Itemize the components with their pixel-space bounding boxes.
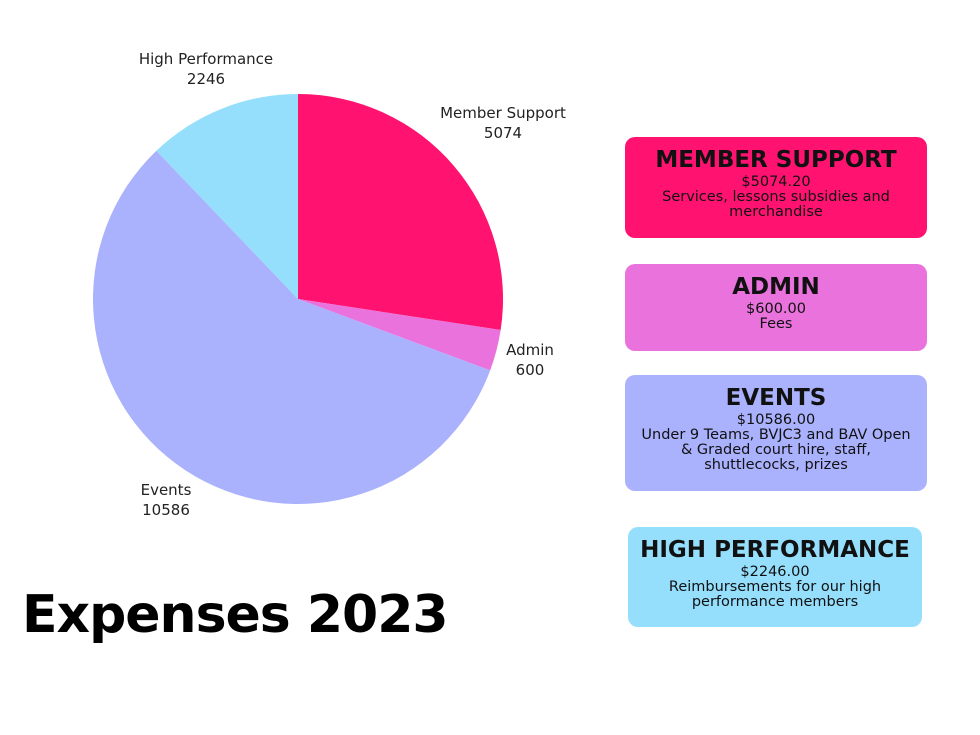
slice-value-admin: 600: [516, 361, 545, 379]
card-title: MEMBER SUPPORT: [655, 147, 897, 173]
chart-title: Expenses 2023: [22, 585, 449, 645]
slice-value-member-support: 5074: [484, 124, 522, 142]
card-description: Reimbursements for our high performance …: [668, 579, 882, 610]
slice-label-member-support: Member Support: [440, 104, 566, 122]
card-amount: $10586.00: [736, 412, 816, 428]
member-support-card: MEMBER SUPPORT $5074.20 Services, lesson…: [625, 137, 927, 238]
slice-label-admin: Admin: [506, 341, 554, 359]
card-description: Services, lessons subsidies and merchand…: [662, 189, 890, 220]
card-amount: $600.00: [746, 301, 806, 317]
events-card: EVENTS $10586.00 Under 9 Teams, BVJC3 an…: [625, 375, 927, 491]
slice-label-high-performance: High Performance: [139, 50, 273, 68]
pie-slice-events: [92, 150, 491, 504]
slice-value-events: 10586: [142, 501, 190, 519]
slice-value-high-performance: 2246: [187, 70, 225, 88]
card-title: ADMIN: [732, 274, 820, 300]
card-description: Fees: [759, 316, 793, 332]
pie-slice-high-performance: [156, 94, 298, 299]
pie-slice-admin: [298, 299, 501, 371]
high-performance-card: HIGH PERFORMANCE $2246.00 Reimbursements…: [628, 527, 922, 627]
pie-slice-member-support: [298, 94, 504, 331]
slice-label-events: Events: [141, 481, 192, 499]
card-description: Under 9 Teams, BVJC3 and BAV Open & Grad…: [641, 427, 911, 473]
card-amount: $2246.00: [740, 564, 810, 580]
card-title: HIGH PERFORMANCE: [640, 537, 910, 563]
expenses-pie-chart: Member Support 5074 Admin 600 Events 10586 Hig…: [92, 50, 566, 519]
admin-card: ADMIN $600.00 Fees: [625, 264, 927, 351]
card-title: EVENTS: [725, 385, 827, 411]
card-amount: $5074.20: [741, 174, 811, 190]
